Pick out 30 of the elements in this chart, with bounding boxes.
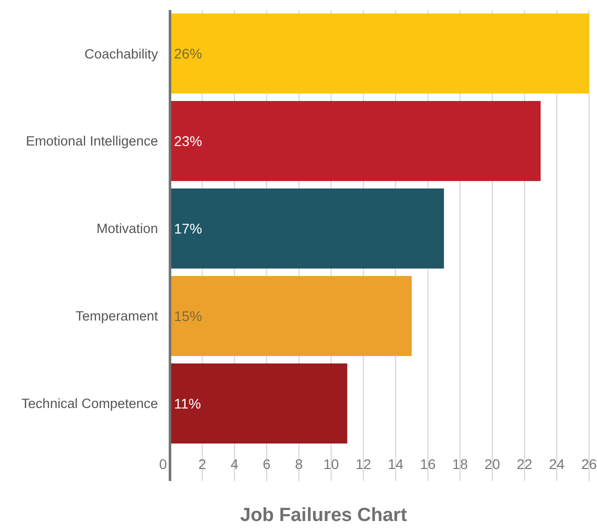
x-tick-label: 24	[548, 456, 565, 472]
text: Job Failures Chart	[240, 505, 408, 526]
data-label: 26%	[174, 45, 202, 62]
x-tick-label: 18	[452, 456, 468, 472]
x-tick-label: 16	[420, 456, 436, 472]
x-tick-label: 6	[262, 456, 271, 472]
y-tick-label: Coachability	[84, 46, 158, 62]
data-label: 17%	[174, 220, 202, 236]
x-tick-label: 20	[484, 456, 500, 472]
bar	[170, 363, 348, 444]
data-label: 11%	[174, 395, 201, 412]
bar	[170, 14, 589, 94]
y-tick-label: Temperament	[75, 308, 158, 324]
x-tick-label: 4	[230, 456, 239, 472]
x-tick-label: 8	[295, 456, 304, 472]
bar	[170, 188, 444, 269]
x-tick-label: 14	[388, 456, 404, 472]
y-tick-label: Technical Competence	[21, 396, 158, 412]
bar	[170, 276, 412, 356]
bar	[170, 100, 541, 182]
y-tick-label: Motivation	[96, 221, 158, 236]
x-tick-label: 10	[323, 456, 340, 472]
y-tick-label: Emotional Intelligence	[26, 134, 158, 149]
data-label: 15%	[174, 308, 202, 324]
x-tick-label: 12	[356, 456, 372, 472]
x-tick-label: 2	[198, 456, 206, 472]
x-tick-label: 22	[516, 456, 533, 472]
x-tick-label: 0	[159, 456, 168, 472]
x-tick-label: 26	[581, 456, 597, 472]
data-label: 23%	[174, 132, 202, 149]
